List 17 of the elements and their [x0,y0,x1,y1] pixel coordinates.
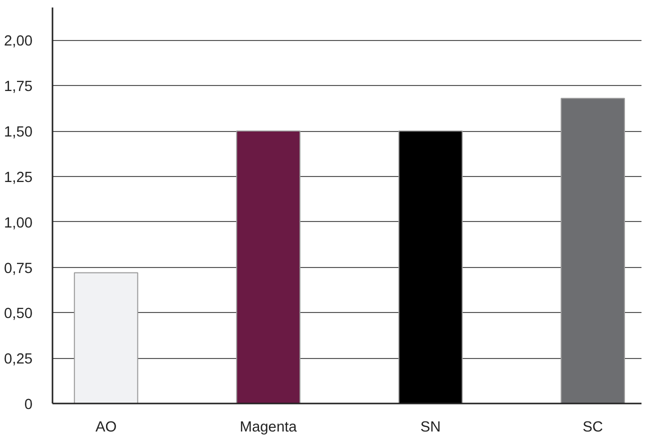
bar [560,98,625,404]
y-tick-label: 0,25 [4,352,33,368]
bar [236,130,300,404]
y-tick-label: 2,00 [4,34,33,50]
bar [74,272,138,404]
y-tick-label: 1,25 [4,170,33,186]
y-tick-label: 1,50 [4,124,33,141]
y-tick-label: 0 [24,397,33,413]
x-tick-label: SN [420,420,441,436]
x-tick-label: AO [95,420,117,436]
y-tick-label: 1,00 [4,215,33,232]
bar [398,130,463,404]
x-tick-label: Magenta [240,420,298,436]
y-tick-label: 0,50 [4,306,33,322]
y-tick-label: 0,75 [4,260,33,277]
y-tick-label: 1,75 [4,79,33,96]
x-tick-label: SC [582,420,604,436]
